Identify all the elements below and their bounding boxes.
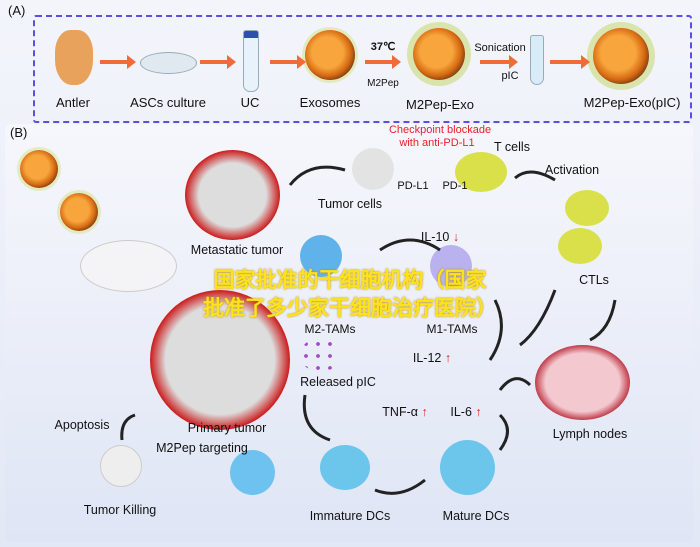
primary-tumor-label: Primary tumor <box>187 421 267 435</box>
tube-icon <box>243 30 259 92</box>
m1-tams-label: M1-TAMs <box>426 322 478 336</box>
step-ascs-culture: ASCs culture <box>130 95 206 110</box>
arrow-icon <box>480 55 518 69</box>
tumor-cell-icon <box>352 148 394 190</box>
petri-dish-icon <box>140 52 197 74</box>
exosome-icon <box>20 150 58 188</box>
immature-dc-icon <box>320 445 370 490</box>
m2pep-targeting-label: M2Pep targeting <box>156 441 248 455</box>
ctl-icon <box>558 228 602 264</box>
tumor-killing-label: Tumor Killing <box>83 503 157 517</box>
panel-a-label: (A) <box>8 3 26 18</box>
arrow-icon <box>498 413 509 451</box>
metastatic-tumor-label: Metastatic tumor <box>190 243 284 257</box>
m1-tam-icon <box>430 245 472 287</box>
anti-pd-l1-label: with anti-PD-L1 <box>399 137 475 149</box>
arrow-icon <box>589 299 617 342</box>
pd-l1-label: PD-L1 <box>397 180 429 192</box>
step-antler: Antler <box>56 95 90 110</box>
arrow-icon <box>120 413 136 441</box>
step-uc: UC <box>240 95 260 110</box>
pic-particles-icon <box>300 338 340 372</box>
mature-dc-icon <box>440 440 495 495</box>
arrow-icon <box>550 55 590 69</box>
activation-label: Activation <box>544 163 600 177</box>
arrow-icon <box>379 238 441 252</box>
ctls-label: CTLs <box>579 273 609 287</box>
arrow-icon <box>365 55 401 69</box>
m2pep-exo-pic-icon <box>593 28 649 84</box>
il10-label: IL-10 <box>421 230 459 244</box>
panel-a-box <box>33 15 692 123</box>
arrow-icon <box>514 170 556 182</box>
released-pic-label: Released pIC <box>300 375 376 389</box>
lymph-nodes-label: Lymph nodes <box>552 427 628 441</box>
deer-icon <box>55 30 93 85</box>
pd-1-label: PD-1 <box>442 180 468 192</box>
arrow-icon <box>288 165 346 186</box>
step-m2pep-exo: M2Pep-Exo <box>406 97 474 112</box>
t-cell-icon <box>455 152 507 192</box>
mouse-icon <box>80 240 177 292</box>
watermark-line-2: 批准了多少家干细胞治疗医院） <box>203 297 497 320</box>
exosome-icon <box>60 193 98 231</box>
step-m2pep-exo-pic: M2Pep-Exo(pIC) <box>583 95 681 110</box>
m2pep-exo-icon <box>413 28 465 80</box>
arrow-icon <box>519 289 557 347</box>
exosome-icon <box>305 30 355 80</box>
ctl-icon <box>565 190 609 226</box>
arrow-icon <box>302 394 331 442</box>
tumor-cells-label: Tumor cells <box>317 197 383 211</box>
pic-label: pIC <box>501 70 519 82</box>
m2pep-label: M2Pep <box>367 78 399 89</box>
sonication-tube-icon <box>530 35 544 85</box>
arrow-icon <box>374 478 426 495</box>
step-exosomes: Exosomes <box>299 95 361 110</box>
t-cells-label: T cells <box>494 140 530 154</box>
il6-label: IL-6 <box>450 405 481 419</box>
arrow-icon <box>488 299 503 361</box>
m2-tam-icon <box>300 235 342 277</box>
metastatic-tumor-icon <box>185 150 280 240</box>
il12-label: IL-12 <box>413 351 451 365</box>
apoptosis-label: Apoptosis <box>54 418 110 432</box>
tnf-alpha-label: TNF-α <box>382 405 427 419</box>
arrow-icon <box>100 55 136 69</box>
checkpoint-blockade-label: Checkpoint blockade <box>388 124 492 136</box>
killed-tumor-cell-icon <box>100 445 142 487</box>
watermark-line-1: 国家批准的干细胞机构（国家 <box>213 269 487 292</box>
mature-dcs-label: Mature DCs <box>442 509 510 523</box>
temperature-label: 37℃ <box>370 41 396 53</box>
arrow-icon <box>498 377 532 391</box>
arrow-icon <box>200 55 236 69</box>
arrow-icon <box>270 55 306 69</box>
sonication-label: Sonication <box>474 42 526 54</box>
immature-dcs-label: Immature DCs <box>309 509 391 523</box>
primary-tumor-icon <box>150 290 290 430</box>
macrophage-icon <box>230 450 275 495</box>
m2-tams-label: M2-TAMs <box>304 322 356 336</box>
lymph-node-icon <box>535 345 630 420</box>
panel-b-label: (B) <box>10 125 28 140</box>
